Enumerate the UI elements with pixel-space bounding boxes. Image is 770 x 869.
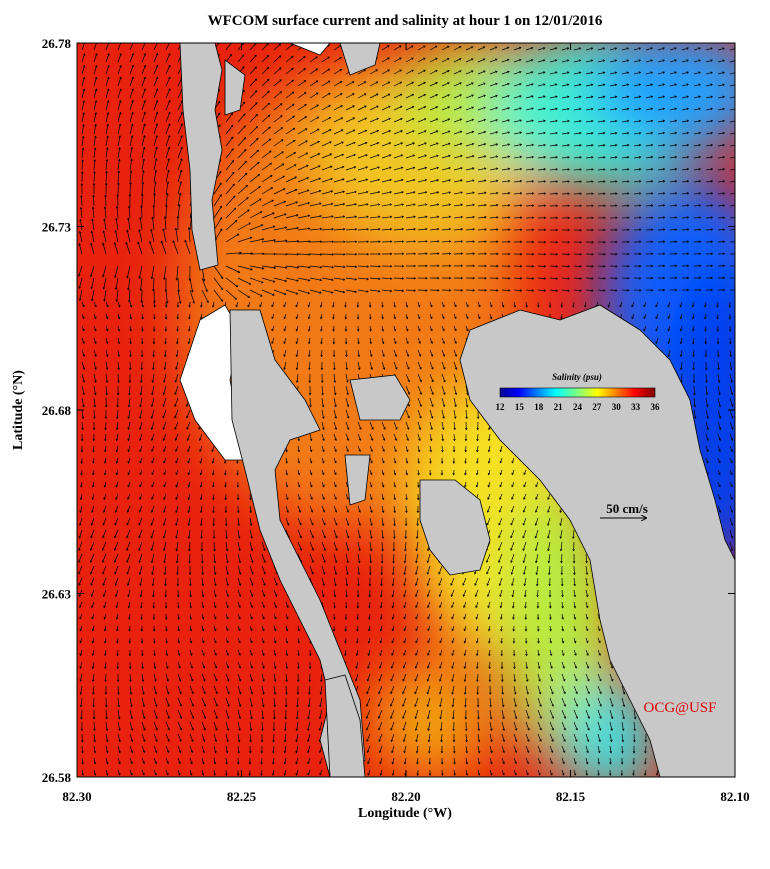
current-arrow xyxy=(730,218,737,219)
title: WFCOM surface current and salinity at ho… xyxy=(208,13,603,29)
current-arrow xyxy=(694,386,695,395)
current-arrow xyxy=(526,206,534,207)
current-arrow xyxy=(442,254,451,255)
current-arrow xyxy=(538,266,546,267)
current-arrow xyxy=(394,278,404,279)
current-arrow xyxy=(118,374,119,382)
current-arrow xyxy=(382,242,392,243)
current-arrow xyxy=(322,254,334,255)
current-arrow xyxy=(514,278,522,279)
current-arrow xyxy=(190,578,191,586)
current-arrow xyxy=(490,290,498,291)
current-arrow xyxy=(94,410,95,419)
current-arrow xyxy=(94,172,95,183)
current-arrow xyxy=(430,254,439,255)
current-arrow xyxy=(310,254,322,255)
current-arrow xyxy=(574,566,575,575)
current-arrow xyxy=(94,195,95,206)
current-arrow xyxy=(370,266,380,267)
current-arrow xyxy=(478,242,486,243)
current-arrow xyxy=(550,194,558,195)
current-arrow xyxy=(298,254,310,255)
current-arrow xyxy=(418,518,419,526)
current-arrow xyxy=(418,290,427,291)
current-arrow xyxy=(514,218,522,219)
plot-area xyxy=(77,30,770,800)
